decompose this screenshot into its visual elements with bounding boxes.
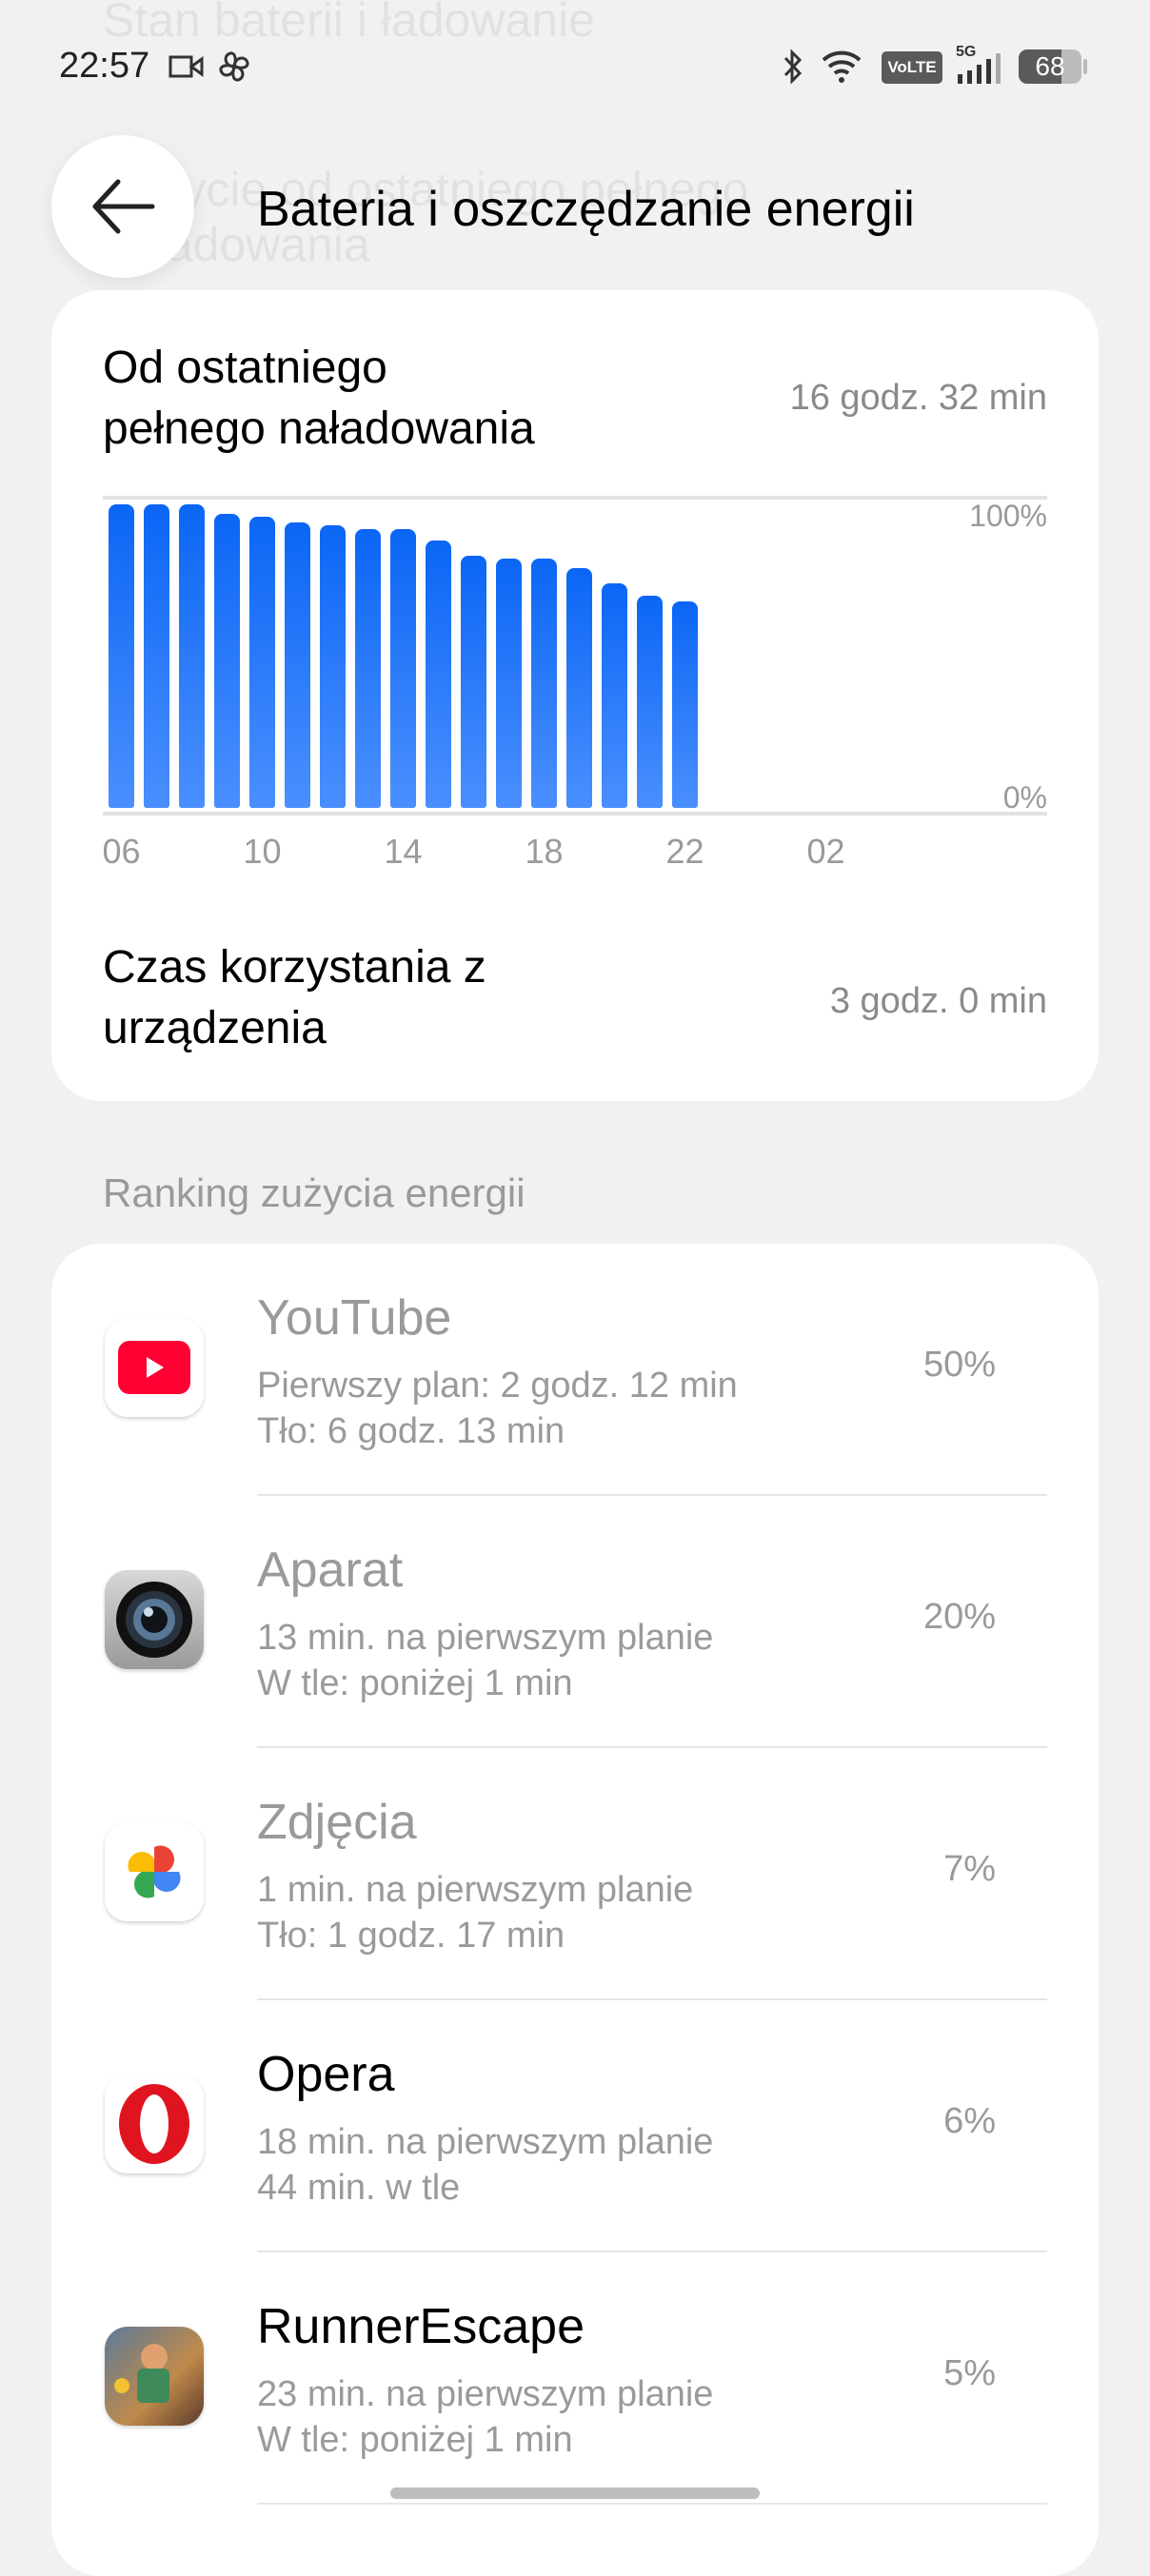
battery-icon: 68 (1019, 49, 1081, 84)
opera-icon (105, 2075, 204, 2173)
page-title: Bateria i oszczędzanie energii (257, 182, 915, 237)
since-charge-label-line2: pełnego naładowania (103, 403, 535, 454)
row-divider (257, 1494, 1047, 1496)
app-name: RunnerEscape (257, 2299, 585, 2354)
photos-pinwheel-icon (105, 1822, 204, 1921)
x-tick-label: 10 (243, 832, 282, 871)
screen-time-label-line1: Czas korzystania z (103, 942, 486, 993)
background-header-ghost: Stan baterii i ładowanie (103, 0, 595, 47)
app-name: Zdjęcia (257, 1795, 417, 1850)
background-usage: Tło: 1 godz. 17 min (257, 1916, 565, 1956)
x-tick-label: 14 (384, 832, 423, 871)
foreground-usage: Pierwszy plan: 2 godz. 12 min (257, 1366, 738, 1406)
chart-bar-18 (531, 559, 557, 808)
foreground-usage: 23 min. na pierwszym planie (257, 2374, 714, 2414)
chart-bar-16 (461, 556, 486, 808)
screen-time-value: 3 godz. 0 min (829, 981, 1047, 1021)
since-charge-value: 16 godz. 32 min (789, 378, 1047, 418)
chart-bar-11 (285, 522, 310, 808)
video-camera-icon (168, 49, 206, 84)
chart-bar-22 (672, 601, 698, 808)
chart-bar-17 (496, 559, 522, 808)
since-charge-label-line1: Od ostatniego (103, 343, 387, 393)
ranking-item-opera[interactable]: Opera 18 min. na pierwszym planie 44 min. … (51, 2000, 1099, 2252)
chart-baseline (103, 812, 1047, 816)
chart-bar-12 (320, 525, 346, 808)
arrow-left-icon (92, 179, 155, 234)
x-tick-label: 18 (525, 832, 564, 871)
runner-game-icon (105, 2327, 204, 2426)
row-divider (257, 2251, 1047, 2252)
row-divider (257, 1998, 1047, 2000)
network-type: 5G (956, 44, 977, 60)
app-name: Opera (257, 2047, 395, 2102)
status-time: 22:57 (59, 46, 150, 86)
screen-time-label[interactable]: Czas korzystania z urządzenia (103, 937, 486, 1059)
usage-percent: 6% (943, 2101, 996, 2141)
x-tick-label: 02 (806, 832, 845, 871)
usage-percent: 20% (922, 1597, 996, 1637)
ranking-item-zdjęcia[interactable]: Zdjęcia 1 min. na pierwszym planie Tło: 1 … (51, 1748, 1099, 2000)
back-button[interactable] (51, 135, 194, 278)
screen-time-label-line2: urządzenia (103, 1003, 327, 1053)
chart-bar-20 (602, 582, 627, 808)
chart-bar-09 (214, 513, 240, 808)
chart-bar-10 (249, 516, 275, 808)
background-usage: Tło: 6 godz. 13 min (257, 1411, 565, 1451)
ranking-item-aparat[interactable]: Aparat 13 min. na pierwszym planie W tle: … (51, 1496, 1099, 1748)
app-name: Aparat (257, 1543, 404, 1598)
ranking-item-runnerescape[interactable]: RunnerEscape 23 min. na pierwszym planie W… (51, 2252, 1099, 2505)
background-subheader-ghost: Zużycie od ostatniego pełnego naładowani… (103, 163, 749, 271)
pinwheel-icon (215, 49, 253, 84)
battery-tip (1083, 59, 1087, 74)
chart-bar-07 (144, 504, 169, 808)
row-divider (257, 2503, 1047, 2505)
background-usage: W tle: poniżej 1 min (257, 2420, 573, 2460)
foreground-usage: 13 min. na pierwszym planie (257, 1618, 714, 1658)
camera-icon (105, 1570, 204, 1669)
volte-icon: VoLTE (882, 51, 942, 84)
row-divider (257, 1746, 1047, 1748)
ranking-item-youtube[interactable]: YouTube Pierwszy plan: 2 godz. 12 min Tło:… (51, 1244, 1099, 1496)
y-tick-label: 0% (1002, 780, 1047, 815)
x-tick-label: 06 (102, 832, 141, 871)
foreground-usage: 18 min. na pierwszym planie (257, 2122, 714, 2162)
wifi-icon (819, 49, 864, 84)
usage-percent: 7% (943, 1849, 996, 1889)
youtube-icon (105, 1318, 204, 1417)
background-usage: 44 min. w tle (257, 2168, 461, 2208)
chart-top-gridline (103, 496, 1047, 500)
signal-icon: 5G (956, 44, 1007, 84)
app-name: YouTube (257, 1290, 452, 1346)
foreground-usage: 1 min. na pierwszym planie (257, 1870, 694, 1910)
home-indicator[interactable] (390, 2488, 760, 2499)
background-usage: W tle: poniżej 1 min (257, 1663, 573, 1703)
since-charge-label: Od ostatniego pełnego naładowania (103, 338, 535, 460)
y-tick-label: 100% (969, 499, 1047, 533)
battery-level: 68 (1035, 51, 1065, 81)
chart-bar-06 (109, 504, 134, 808)
bluetooth-icon (779, 49, 807, 85)
chart-bar-15 (426, 541, 451, 808)
chart-bar-21 (637, 595, 663, 808)
chart-bar-19 (566, 567, 592, 808)
chart-bar-13 (355, 528, 381, 808)
usage-percent: 5% (943, 2353, 996, 2393)
chart-bar-14 (390, 528, 416, 808)
x-tick-label: 22 (665, 832, 704, 871)
ranking-card: YouTube Pierwszy plan: 2 godz. 12 min Tło:… (51, 1244, 1099, 2576)
ranking-title: Ranking zużycia energii (103, 1170, 525, 1215)
usage-percent: 50% (922, 1345, 996, 1385)
chart-bar-08 (179, 504, 205, 808)
